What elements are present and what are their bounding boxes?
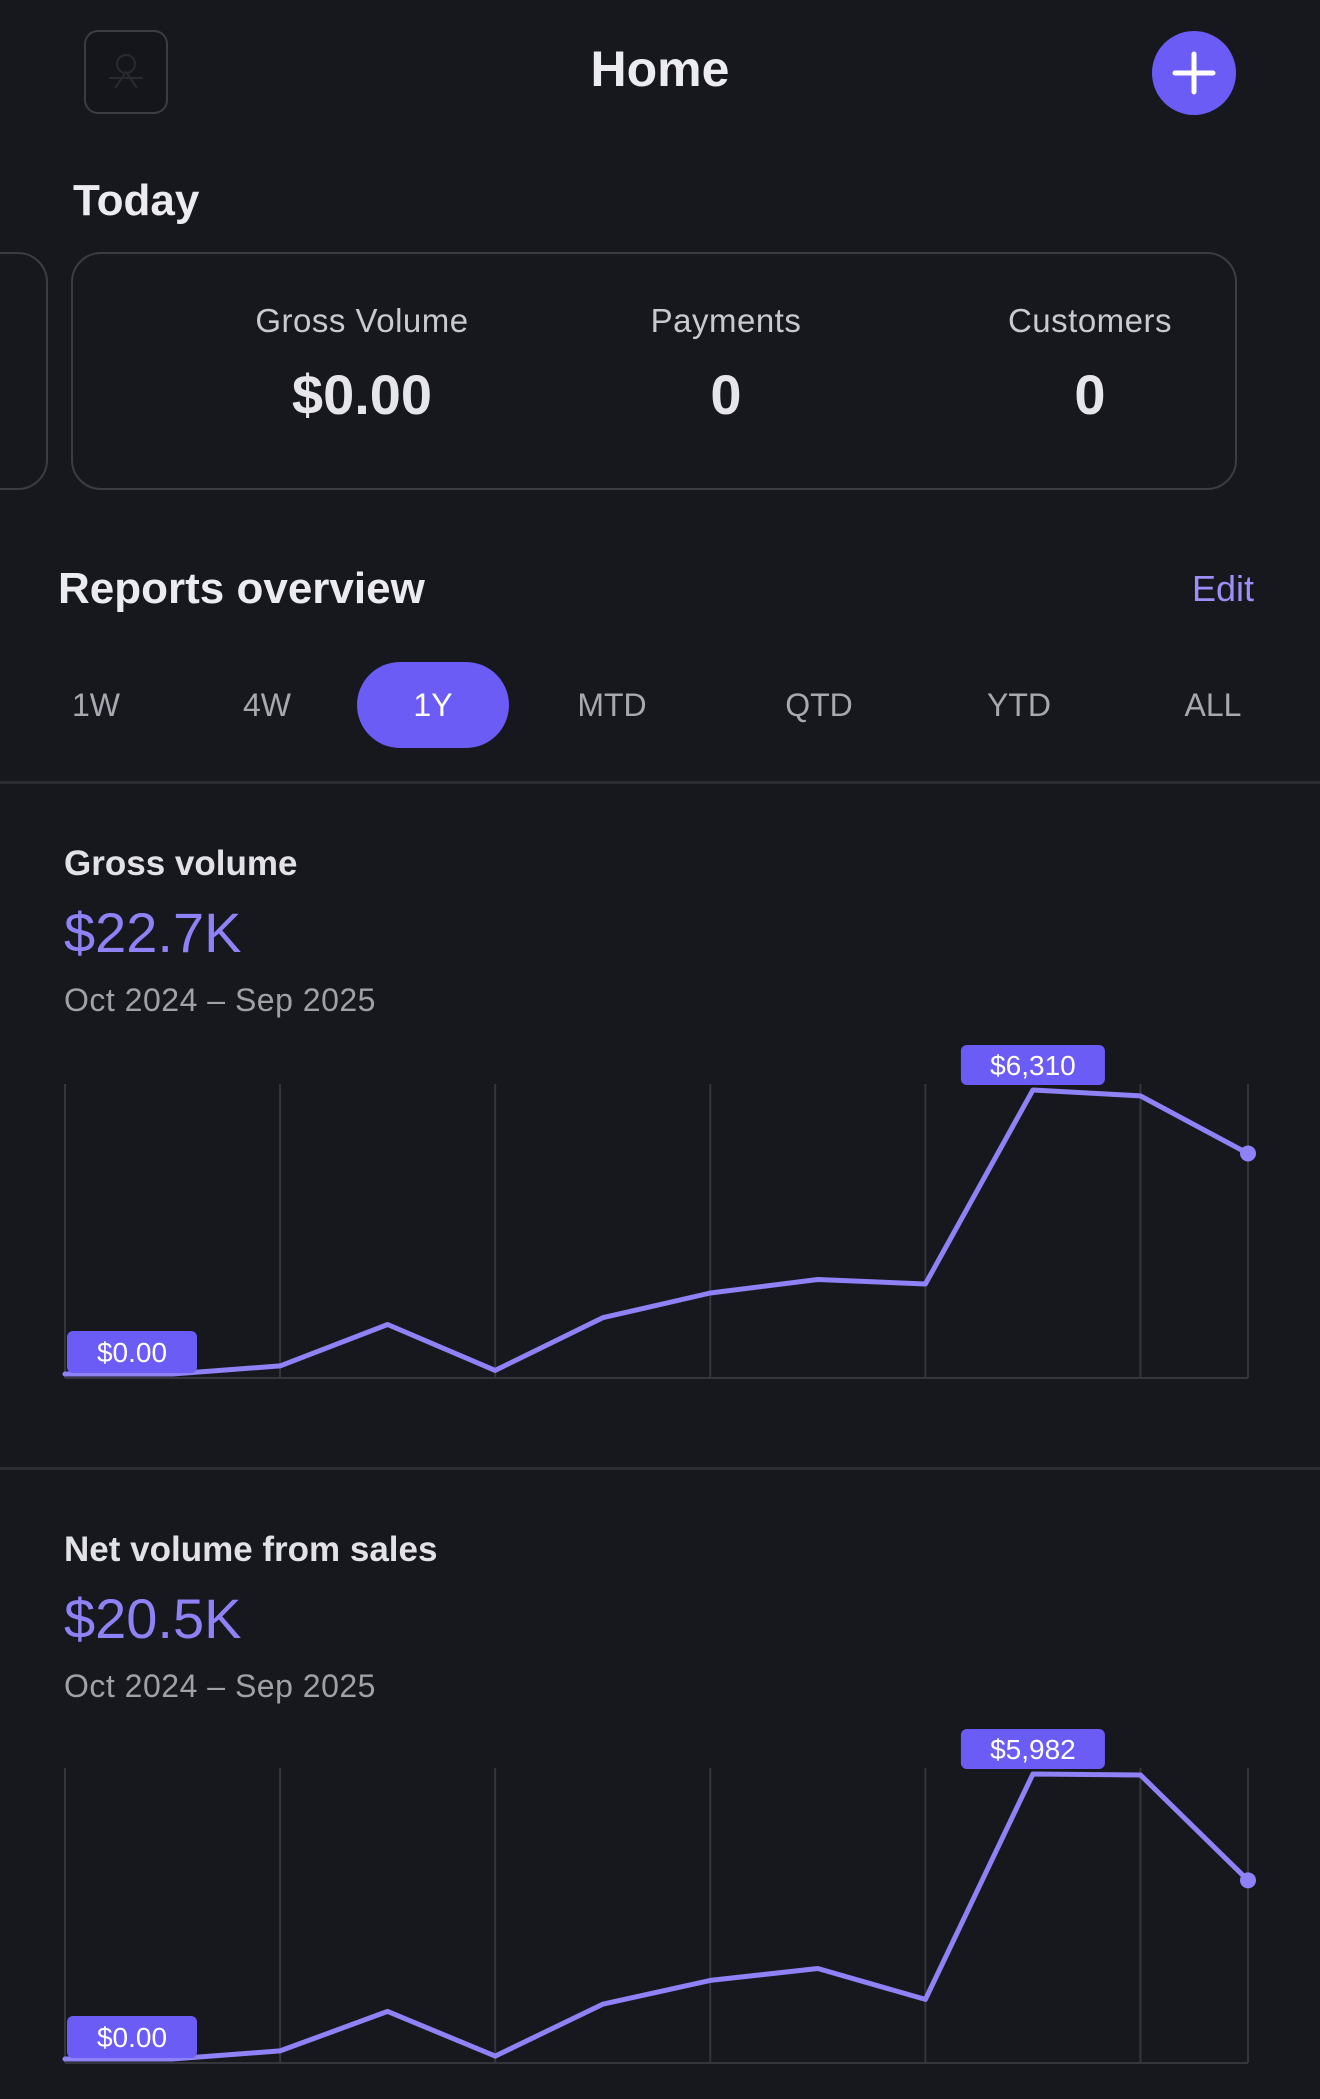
divider	[0, 781, 1320, 784]
stat-value: $0.00	[291, 363, 433, 426]
stat-label: Gross Volume	[255, 302, 469, 339]
today-heading: Today	[73, 176, 200, 225]
stat-value: 0	[1074, 363, 1106, 426]
brand-logo-icon	[109, 54, 143, 89]
max-value-badge	[960, 1045, 1105, 1085]
max-value-badge	[960, 1729, 1105, 1769]
tab-ytd[interactable]: YTD	[987, 687, 1051, 723]
divider	[0, 1467, 1320, 1470]
min-value-label: $0.00	[97, 1337, 167, 1368]
chart-title: Gross volume	[64, 844, 298, 883]
stat-gross-volume: Gross Volume $0.00	[212, 302, 512, 427]
today-stats-card[interactable]: Gross Volume $0.00 Payments 0 Customers …	[71, 252, 1237, 490]
min-value-badge	[67, 1331, 197, 1373]
stat-value: 0	[710, 363, 742, 426]
max-value-label: $5,982	[990, 1734, 1076, 1765]
stat-payments: Payments 0	[576, 302, 876, 427]
chart-total: $20.5K	[64, 1587, 242, 1650]
stat-label: Payments	[650, 302, 802, 339]
tab-qtd[interactable]: QTD	[785, 687, 853, 723]
series-line	[62, 1771, 1251, 2062]
tab-1w[interactable]: 1W	[72, 687, 120, 723]
edit-link[interactable]: Edit	[1192, 568, 1255, 609]
tab-mtd[interactable]: MTD	[577, 687, 647, 723]
last-point-marker	[1240, 1872, 1256, 1889]
stat-label: Customers	[1007, 302, 1173, 339]
series-line	[62, 1087, 1251, 1377]
add-button[interactable]	[1152, 31, 1236, 115]
chart-date-range: Oct 2024 – Sep 2025	[64, 1668, 376, 1704]
min-value-badge	[67, 2016, 197, 2058]
net-volume-chart[interactable]: $5,982 $0.00	[0, 1716, 1320, 2099]
reports-heading: Reports overview	[58, 564, 425, 613]
max-value-label: $6,310	[990, 1050, 1076, 1081]
tab-1y[interactable]: 1Y	[357, 662, 509, 748]
previous-card-edge[interactable]	[0, 252, 48, 490]
gross-volume-chart[interactable]: $6,310 $0.00	[0, 1030, 1320, 1390]
stat-customers: Customers 0	[940, 302, 1240, 427]
tab-4w[interactable]: 4W	[243, 687, 291, 723]
logo-avatar[interactable]	[84, 30, 168, 114]
chart-total: $22.7K	[64, 901, 242, 964]
page-title: Home	[590, 41, 730, 97]
chart-date-range: Oct 2024 – Sep 2025	[64, 982, 376, 1018]
min-value-label: $0.00	[97, 2022, 167, 2053]
tab-all[interactable]: ALL	[1184, 687, 1242, 723]
last-point-marker	[1240, 1145, 1256, 1162]
plus-icon	[1172, 51, 1216, 95]
chart-title: Net volume from sales	[64, 1530, 438, 1569]
